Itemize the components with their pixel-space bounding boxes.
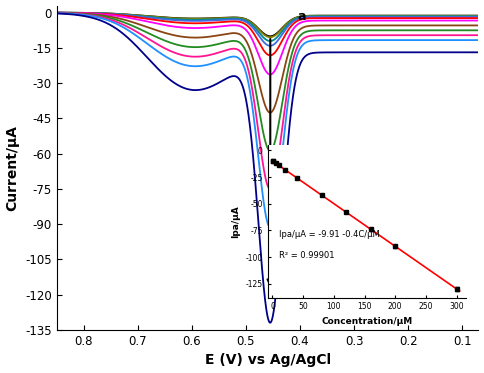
- Text: k: k: [284, 289, 292, 303]
- Y-axis label: Current/μA: Current/μA: [5, 125, 19, 211]
- X-axis label: E (V) vs Ag/AgCl: E (V) vs Ag/AgCl: [205, 354, 331, 367]
- Text: a: a: [297, 10, 306, 23]
